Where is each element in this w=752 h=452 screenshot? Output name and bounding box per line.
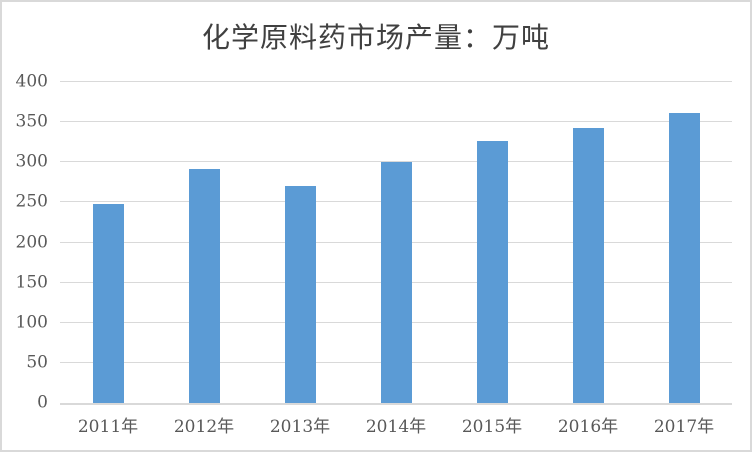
y-tick-label: 150 xyxy=(15,272,48,293)
y-tick-label: 0 xyxy=(37,392,48,413)
bar-2011年 xyxy=(92,203,124,403)
plot-area xyxy=(60,81,732,405)
bar-2013年 xyxy=(284,185,316,403)
gridline xyxy=(60,161,732,163)
gridline xyxy=(60,81,732,82)
y-tick-label: 250 xyxy=(15,191,48,212)
chart-title: 化学原料药市场产量：万吨 xyxy=(201,21,550,54)
y-tick-label: 50 xyxy=(26,352,48,373)
x-tick-label: 2017年 xyxy=(653,417,715,437)
x-tick-label: 2012年 xyxy=(173,417,235,437)
x-tick-label: 2014年 xyxy=(365,417,427,437)
y-tick-label: 300 xyxy=(15,151,48,172)
y-tick-label: 200 xyxy=(15,232,48,252)
x-axis-labels: 2011年 2012年 2013年 2014年 2015年 2016年 2017年 xyxy=(60,412,732,438)
bar-2012年 xyxy=(188,168,220,403)
gridline xyxy=(60,121,732,123)
x-tick-label: 2011年 xyxy=(77,417,139,437)
y-tick-label: 400 xyxy=(15,71,48,92)
x-tick-label: 2015年 xyxy=(461,417,523,437)
y-tick-label: 100 xyxy=(15,312,48,333)
bar-2016年 xyxy=(572,127,604,403)
y-axis-labels: 0 50 100 150 200 250 300 350 400 xyxy=(2,73,48,411)
x-tick-label: 2013年 xyxy=(269,417,331,437)
x-tick-label: 2016年 xyxy=(557,417,619,437)
bar-2014年 xyxy=(380,162,412,403)
bar-2015年 xyxy=(476,141,508,403)
bar-2017年 xyxy=(668,112,700,403)
y-tick-label: 350 xyxy=(15,111,48,132)
